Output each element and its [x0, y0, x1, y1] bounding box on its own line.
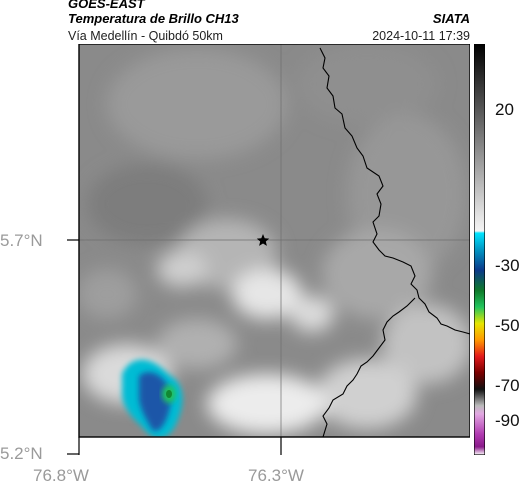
star-icon [256, 234, 270, 246]
department-border [319, 47, 470, 335]
colorbar-label: -30 [495, 256, 520, 275]
brightness-temperature-map [67, 44, 470, 455]
route-label: Vía Medellín - Quibdó 50km [68, 29, 223, 43]
y-tick-label: 5.7°N [0, 231, 43, 250]
x-tick-label: 76.8°W [33, 466, 89, 485]
satellite-title: GOES-EAST [68, 0, 145, 11]
satellite-image-layer [79, 44, 470, 437]
org-label: SIATA [432, 11, 470, 26]
colorbar-label: 20 [495, 100, 514, 119]
colorbar-label: -70 [495, 376, 520, 395]
cloud-field [79, 44, 470, 434]
colorbar-label: -90 [495, 411, 520, 430]
colorbar-label: -50 [495, 316, 520, 335]
timestamp-label: 2024-10-11 17:39 [372, 29, 470, 43]
temperature-colorbar [474, 44, 485, 455]
x-tick-label: 76.3°W [248, 466, 304, 485]
product-title: Temperatura de Brillo CH13 [68, 11, 239, 26]
cold-cloud-top [122, 359, 183, 437]
y-tick-label: 5.2°N [0, 444, 43, 463]
department-border-south [322, 297, 416, 437]
